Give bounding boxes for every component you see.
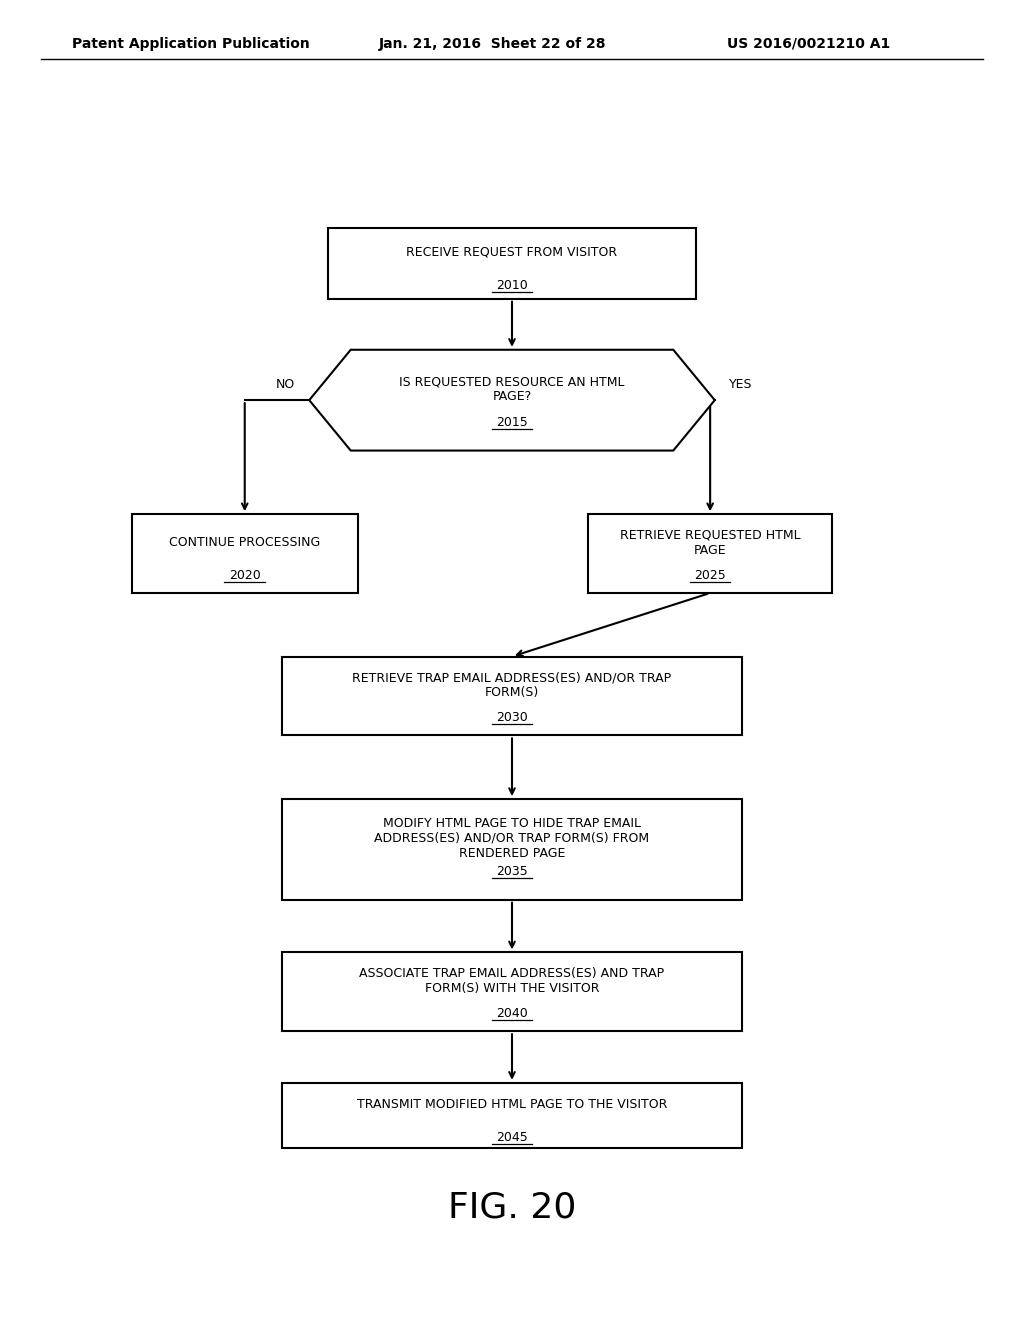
Text: YES: YES	[729, 379, 752, 392]
Text: RECEIVE REQUEST FROM VISITOR: RECEIVE REQUEST FROM VISITOR	[407, 246, 617, 259]
Text: IS REQUESTED RESOURCE AN HTML
PAGE?: IS REQUESTED RESOURCE AN HTML PAGE?	[399, 375, 625, 403]
Text: TRANSMIT MODIFIED HTML PAGE TO THE VISITOR: TRANSMIT MODIFIED HTML PAGE TO THE VISIT…	[356, 1098, 668, 1111]
Text: 2045: 2045	[496, 1131, 528, 1144]
Text: US 2016/0021210 A1: US 2016/0021210 A1	[727, 37, 890, 50]
Bar	[328, 227, 696, 298]
Bar	[282, 1082, 742, 1148]
Text: NO: NO	[276, 379, 295, 392]
Bar	[282, 656, 742, 735]
Bar	[282, 952, 742, 1031]
Text: Patent Application Publication: Patent Application Publication	[72, 37, 309, 50]
Text: 2030: 2030	[496, 711, 528, 725]
Bar	[588, 513, 833, 593]
Text: 2020: 2020	[228, 569, 261, 582]
Text: FIG. 20: FIG. 20	[447, 1191, 577, 1225]
Text: RETRIEVE TRAP EMAIL ADDRESS(ES) AND/OR TRAP
FORM(S): RETRIEVE TRAP EMAIL ADDRESS(ES) AND/OR T…	[352, 671, 672, 700]
Text: CONTINUE PROCESSING: CONTINUE PROCESSING	[169, 536, 321, 549]
Bar	[132, 513, 357, 593]
Text: 2025: 2025	[694, 569, 726, 582]
Text: 2035: 2035	[496, 865, 528, 878]
Text: Jan. 21, 2016  Sheet 22 of 28: Jan. 21, 2016 Sheet 22 of 28	[379, 37, 606, 50]
Text: 2015: 2015	[496, 416, 528, 429]
Text: 2040: 2040	[496, 1007, 528, 1020]
Text: 2010: 2010	[496, 279, 528, 292]
Polygon shape	[309, 350, 715, 450]
Text: RETRIEVE REQUESTED HTML
PAGE: RETRIEVE REQUESTED HTML PAGE	[620, 528, 801, 557]
Bar	[282, 799, 742, 900]
Text: MODIFY HTML PAGE TO HIDE TRAP EMAIL
ADDRESS(ES) AND/OR TRAP FORM(S) FROM
RENDERE: MODIFY HTML PAGE TO HIDE TRAP EMAIL ADDR…	[375, 817, 649, 859]
Text: ASSOCIATE TRAP EMAIL ADDRESS(ES) AND TRAP
FORM(S) WITH THE VISITOR: ASSOCIATE TRAP EMAIL ADDRESS(ES) AND TRA…	[359, 966, 665, 995]
